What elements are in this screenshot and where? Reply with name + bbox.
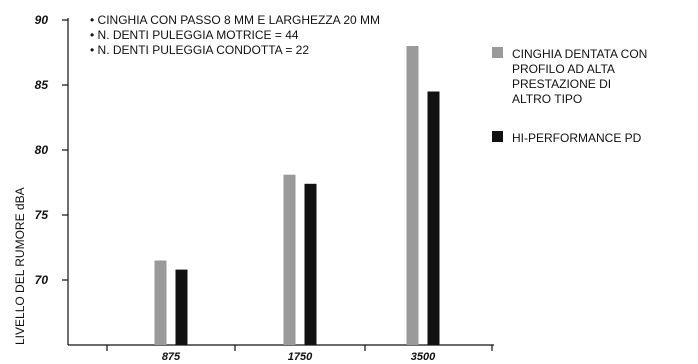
y-tick-label: 80 <box>35 143 49 157</box>
y-tick-labels: 70 75 80 85 90 <box>35 13 49 287</box>
legend-label-line: PRESTAZIONE DI <box>512 77 611 91</box>
bar-hi-performance-pd-875 <box>175 269 188 345</box>
legend-swatch-other-belt <box>492 47 503 58</box>
legend-swatch-hi-performance-pd <box>492 131 503 142</box>
chart-note: • CINGHIA CON PASSO 8 MM E LARGHEZZA 20 … <box>90 13 380 27</box>
bar-hi-performance-pd-3500 <box>427 91 440 345</box>
bar-other-belt-1750 <box>283 174 296 345</box>
y-tick-label: 85 <box>35 78 49 92</box>
legend-label-line: PROFILO AD ALTA <box>512 62 615 76</box>
y-axis-label: LIVELLO DEL RUMORE dBA <box>13 187 27 345</box>
x-tick-label: 3500 <box>411 351 436 363</box>
bars <box>154 46 440 345</box>
bar-hi-performance-pd-1750 <box>304 183 317 345</box>
x-tick-labels: 875 1750 3500 <box>162 351 436 363</box>
y-tick-label: 75 <box>35 208 49 222</box>
legend-label-line: CINGHIA DENTATA CON <box>512 47 647 61</box>
bar-other-belt-3500 <box>406 46 419 345</box>
chart-note: • N. DENTI PULEGGIA MOTRICE = 44 <box>90 28 299 42</box>
x-tick-label: 1750 <box>288 351 313 363</box>
legend-label-line: HI-PERFORMANCE PD <box>512 131 642 145</box>
bar-other-belt-875 <box>154 260 167 345</box>
chart-note: • N. DENTI PULEGGIA CONDOTTA = 22 <box>90 43 309 57</box>
x-tick-label: 875 <box>162 351 181 363</box>
chart-notes: • CINGHIA CON PASSO 8 MM E LARGHEZZA 20 … <box>90 13 380 57</box>
axes <box>62 18 494 351</box>
y-tick-label: 70 <box>35 273 49 287</box>
legend-label-line: ALTRO TIPO <box>512 92 582 106</box>
y-tick-label: 90 <box>35 13 49 27</box>
